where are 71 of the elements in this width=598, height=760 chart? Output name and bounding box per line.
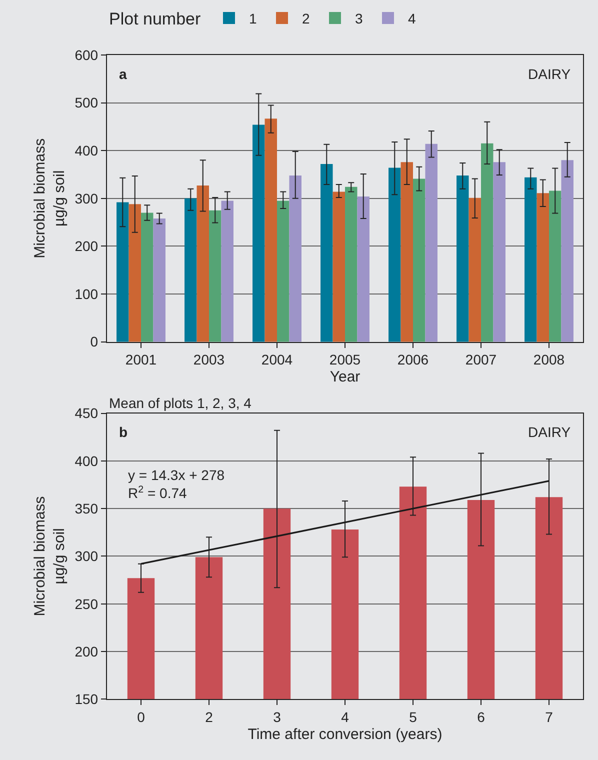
bar [345, 186, 358, 342]
x-tick-label: 0 [137, 709, 146, 726]
x-tick-label: 2003 [193, 352, 225, 368]
bar [481, 143, 494, 342]
bar [493, 162, 506, 342]
legend-label: 1 [248, 10, 257, 26]
x-tick-label: 7 [545, 709, 554, 726]
y-tick-label: 350 [74, 500, 98, 516]
bar [264, 118, 277, 342]
y-tick-label: 300 [74, 190, 98, 206]
bar [468, 198, 481, 342]
bar [536, 193, 549, 342]
x-tick-label: 2 [205, 709, 214, 726]
y-axis-title: Microbial biomass µg/g soil [31, 496, 68, 616]
x-tick-label: 5 [409, 709, 418, 726]
y-tick-label: 250 [74, 596, 98, 612]
x-axis-title: Year [330, 368, 360, 386]
bar [289, 175, 302, 342]
legend-label: 3 [354, 10, 363, 26]
x-tick-label: 2008 [533, 352, 565, 368]
y-tick-label: 0 [90, 334, 98, 350]
y-tick-label: 100 [74, 286, 98, 302]
bar [221, 200, 234, 342]
y-axis-title: Microbial biomass µg/g soil [31, 138, 68, 258]
x-tick-label: 3 [273, 709, 282, 726]
bar [128, 204, 141, 342]
x-tick-label: 2007 [465, 352, 497, 368]
annotation: DAIRY [528, 66, 572, 82]
y-tick-label: 500 [74, 94, 98, 111]
annotation: DAIRY [528, 424, 572, 440]
bar [184, 198, 197, 342]
bar [196, 186, 209, 342]
y-tick-label: 200 [74, 643, 98, 660]
bar [400, 162, 413, 342]
bar [357, 196, 370, 342]
x-tick-label: 6 [477, 709, 486, 726]
x-tick-label: 2001 [125, 352, 157, 368]
y-tick-label: 150 [74, 691, 98, 708]
annotation: b [119, 424, 128, 440]
bar [456, 175, 469, 342]
y-tick-label: 600 [74, 46, 98, 63]
x-tick-label: 4 [341, 709, 350, 726]
bar [252, 124, 265, 342]
bar [561, 160, 574, 342]
bar [320, 164, 333, 342]
legend-title: Plot number [109, 10, 201, 29]
bar [549, 190, 562, 342]
bar [141, 212, 154, 342]
y-tick-label: 400 [74, 452, 98, 469]
bar [116, 202, 129, 342]
y-tick-label: 400 [74, 142, 98, 158]
x-tick-label: 2004 [261, 352, 293, 368]
bar [425, 144, 438, 342]
y-tick-label: 450 [74, 405, 98, 422]
bar [388, 168, 401, 342]
y-tick-label: 300 [74, 548, 98, 564]
legend-label: 2 [302, 10, 310, 26]
bar [524, 177, 537, 342]
y-tick-label: 200 [74, 238, 98, 254]
legend-label: 4 [408, 10, 416, 26]
bar [209, 210, 222, 342]
annotation: y = 14.3x + 278 R$^{2}$ = 0.74 [128, 467, 225, 502]
bar [277, 200, 290, 342]
bar [153, 218, 166, 342]
chart-title: Mean of plots 1, 2, 3, 4 [109, 395, 252, 411]
bar [413, 178, 426, 342]
x-axis-title: Time after conversion (years) [248, 726, 442, 744]
x-tick-label: 2006 [397, 352, 429, 368]
x-tick-label: 2005 [329, 352, 361, 368]
bar [332, 192, 345, 342]
annotation: a [119, 66, 127, 82]
